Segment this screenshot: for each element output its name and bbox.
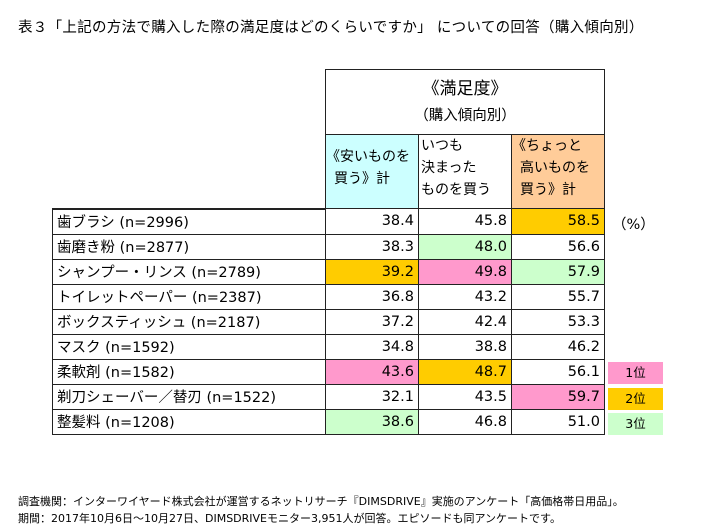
column-header-line: 決まった [421, 160, 477, 176]
legend-rank-1: 1位 [608, 362, 663, 384]
table-title: 表３「上記の方法で購入した際の満足度はどのくらいですか」 についての回答（購入傾… [18, 20, 644, 36]
satisfaction-table: 《満足度》 （購入傾向別） 《安いものを 買う》計 いつも 決まった ものを買う 《ちょっ… [52, 69, 605, 435]
row-label: 歯ブラシ (n=2996) [52, 208, 326, 235]
value-cell: 38.3 [325, 233, 419, 260]
table-row: シャンプー・リンス (n=2789) 39.2 49.8 57.9 [52, 258, 605, 285]
column-header-line: 買う》計 [520, 182, 576, 198]
value-cell: 48.7 [418, 358, 512, 385]
legend-rank-3: 3位 [608, 413, 663, 435]
header-main: 《満足度》 （購入傾向別） [325, 69, 605, 135]
value-cell: 48.0 [418, 233, 512, 260]
footnote-source: 調査機関：インターワイヤード株式会社が運営するネットリサーチ『DIMSDRIVE… [18, 495, 624, 508]
unit-label: （%） [612, 217, 655, 233]
value-cell: 43.6 [325, 358, 419, 385]
footnote-period: 期間：2017年10月6日～10月27日、DIMSDRIVEモニター3,951人… [18, 512, 561, 525]
value-cell: 55.7 [511, 283, 605, 310]
value-cell: 34.8 [325, 333, 419, 360]
value-cell: 46.2 [511, 333, 605, 360]
table-row: マスク (n=1592) 34.8 38.8 46.2 [52, 333, 605, 360]
value-cell: 39.2 [325, 258, 419, 285]
row-label: マスク (n=1592) [52, 333, 326, 360]
value-cell: 36.8 [325, 283, 419, 310]
value-cell: 38.4 [325, 208, 419, 235]
value-cell: 42.4 [418, 308, 512, 335]
header-main-label: 《満足度》 [422, 79, 508, 99]
value-cell: 38.6 [325, 408, 419, 435]
table-row: 整髪料 (n=1208) 38.6 46.8 51.0 [52, 408, 605, 435]
value-cell: 56.1 [511, 358, 605, 385]
value-cell: 37.2 [325, 308, 419, 335]
value-cell: 58.5 [511, 208, 605, 235]
row-label: 柔軟剤 (n=1582) [52, 358, 326, 385]
column-header-line: 《ちょっと [512, 138, 582, 154]
column-header-line: 《安いものを [326, 149, 410, 165]
value-cell: 53.3 [511, 308, 605, 335]
column-header-0: 《安いものを買う》計 [325, 134, 419, 209]
table-row: トイレットペーパー (n=2387) 36.8 43.2 55.7 [52, 283, 605, 310]
table-row: 柔軟剤 (n=1582) 43.6 48.7 56.1 [52, 358, 605, 385]
column-header-line: ものを買う [421, 182, 491, 198]
column-header-2: 《ちょっと高いものを買う》計 [511, 134, 605, 209]
value-cell: 43.2 [418, 283, 512, 310]
column-header-line: 高いものを [520, 160, 590, 176]
column-header-line: 買う》計 [334, 171, 390, 187]
value-cell: 46.8 [418, 408, 512, 435]
table-row: 歯磨き粉 (n=2877) 38.3 48.0 56.6 [52, 233, 605, 260]
row-label: トイレットペーパー (n=2387) [52, 283, 326, 310]
row-label: 歯磨き粉 (n=2877) [52, 233, 326, 260]
table-row: 歯ブラシ (n=2996) 38.4 45.8 58.5 [52, 208, 605, 235]
value-cell: 56.6 [511, 233, 605, 260]
corner-empty [52, 134, 326, 210]
legend-rank-2: 2位 [608, 387, 663, 410]
row-label: シャンプー・リンス (n=2789) [52, 258, 326, 285]
row-label: 整髪料 (n=1208) [52, 408, 326, 435]
value-cell: 59.7 [511, 383, 605, 410]
value-cell: 45.8 [418, 208, 512, 235]
value-cell: 32.1 [325, 383, 419, 410]
value-cell: 49.8 [418, 258, 512, 285]
column-header-1: いつも決まったものを買う [418, 134, 512, 209]
value-cell: 43.5 [418, 383, 512, 410]
value-cell: 57.9 [511, 258, 605, 285]
row-label: ボックスティッシュ (n=2187) [52, 308, 326, 335]
column-header-line: いつも [421, 138, 463, 154]
value-cell: 38.8 [418, 333, 512, 360]
corner-empty [53, 70, 326, 135]
table-row: ボックスティッシュ (n=2187) 37.2 42.4 53.3 [52, 308, 605, 335]
table-row: 剃刀シェーバー／替刃 (n=1522) 32.1 43.5 59.7 [52, 383, 605, 410]
value-cell: 51.0 [511, 408, 605, 435]
row-label: 剃刀シェーバー／替刃 (n=1522) [52, 383, 326, 410]
header-sub-label: （購入傾向別） [414, 108, 516, 124]
